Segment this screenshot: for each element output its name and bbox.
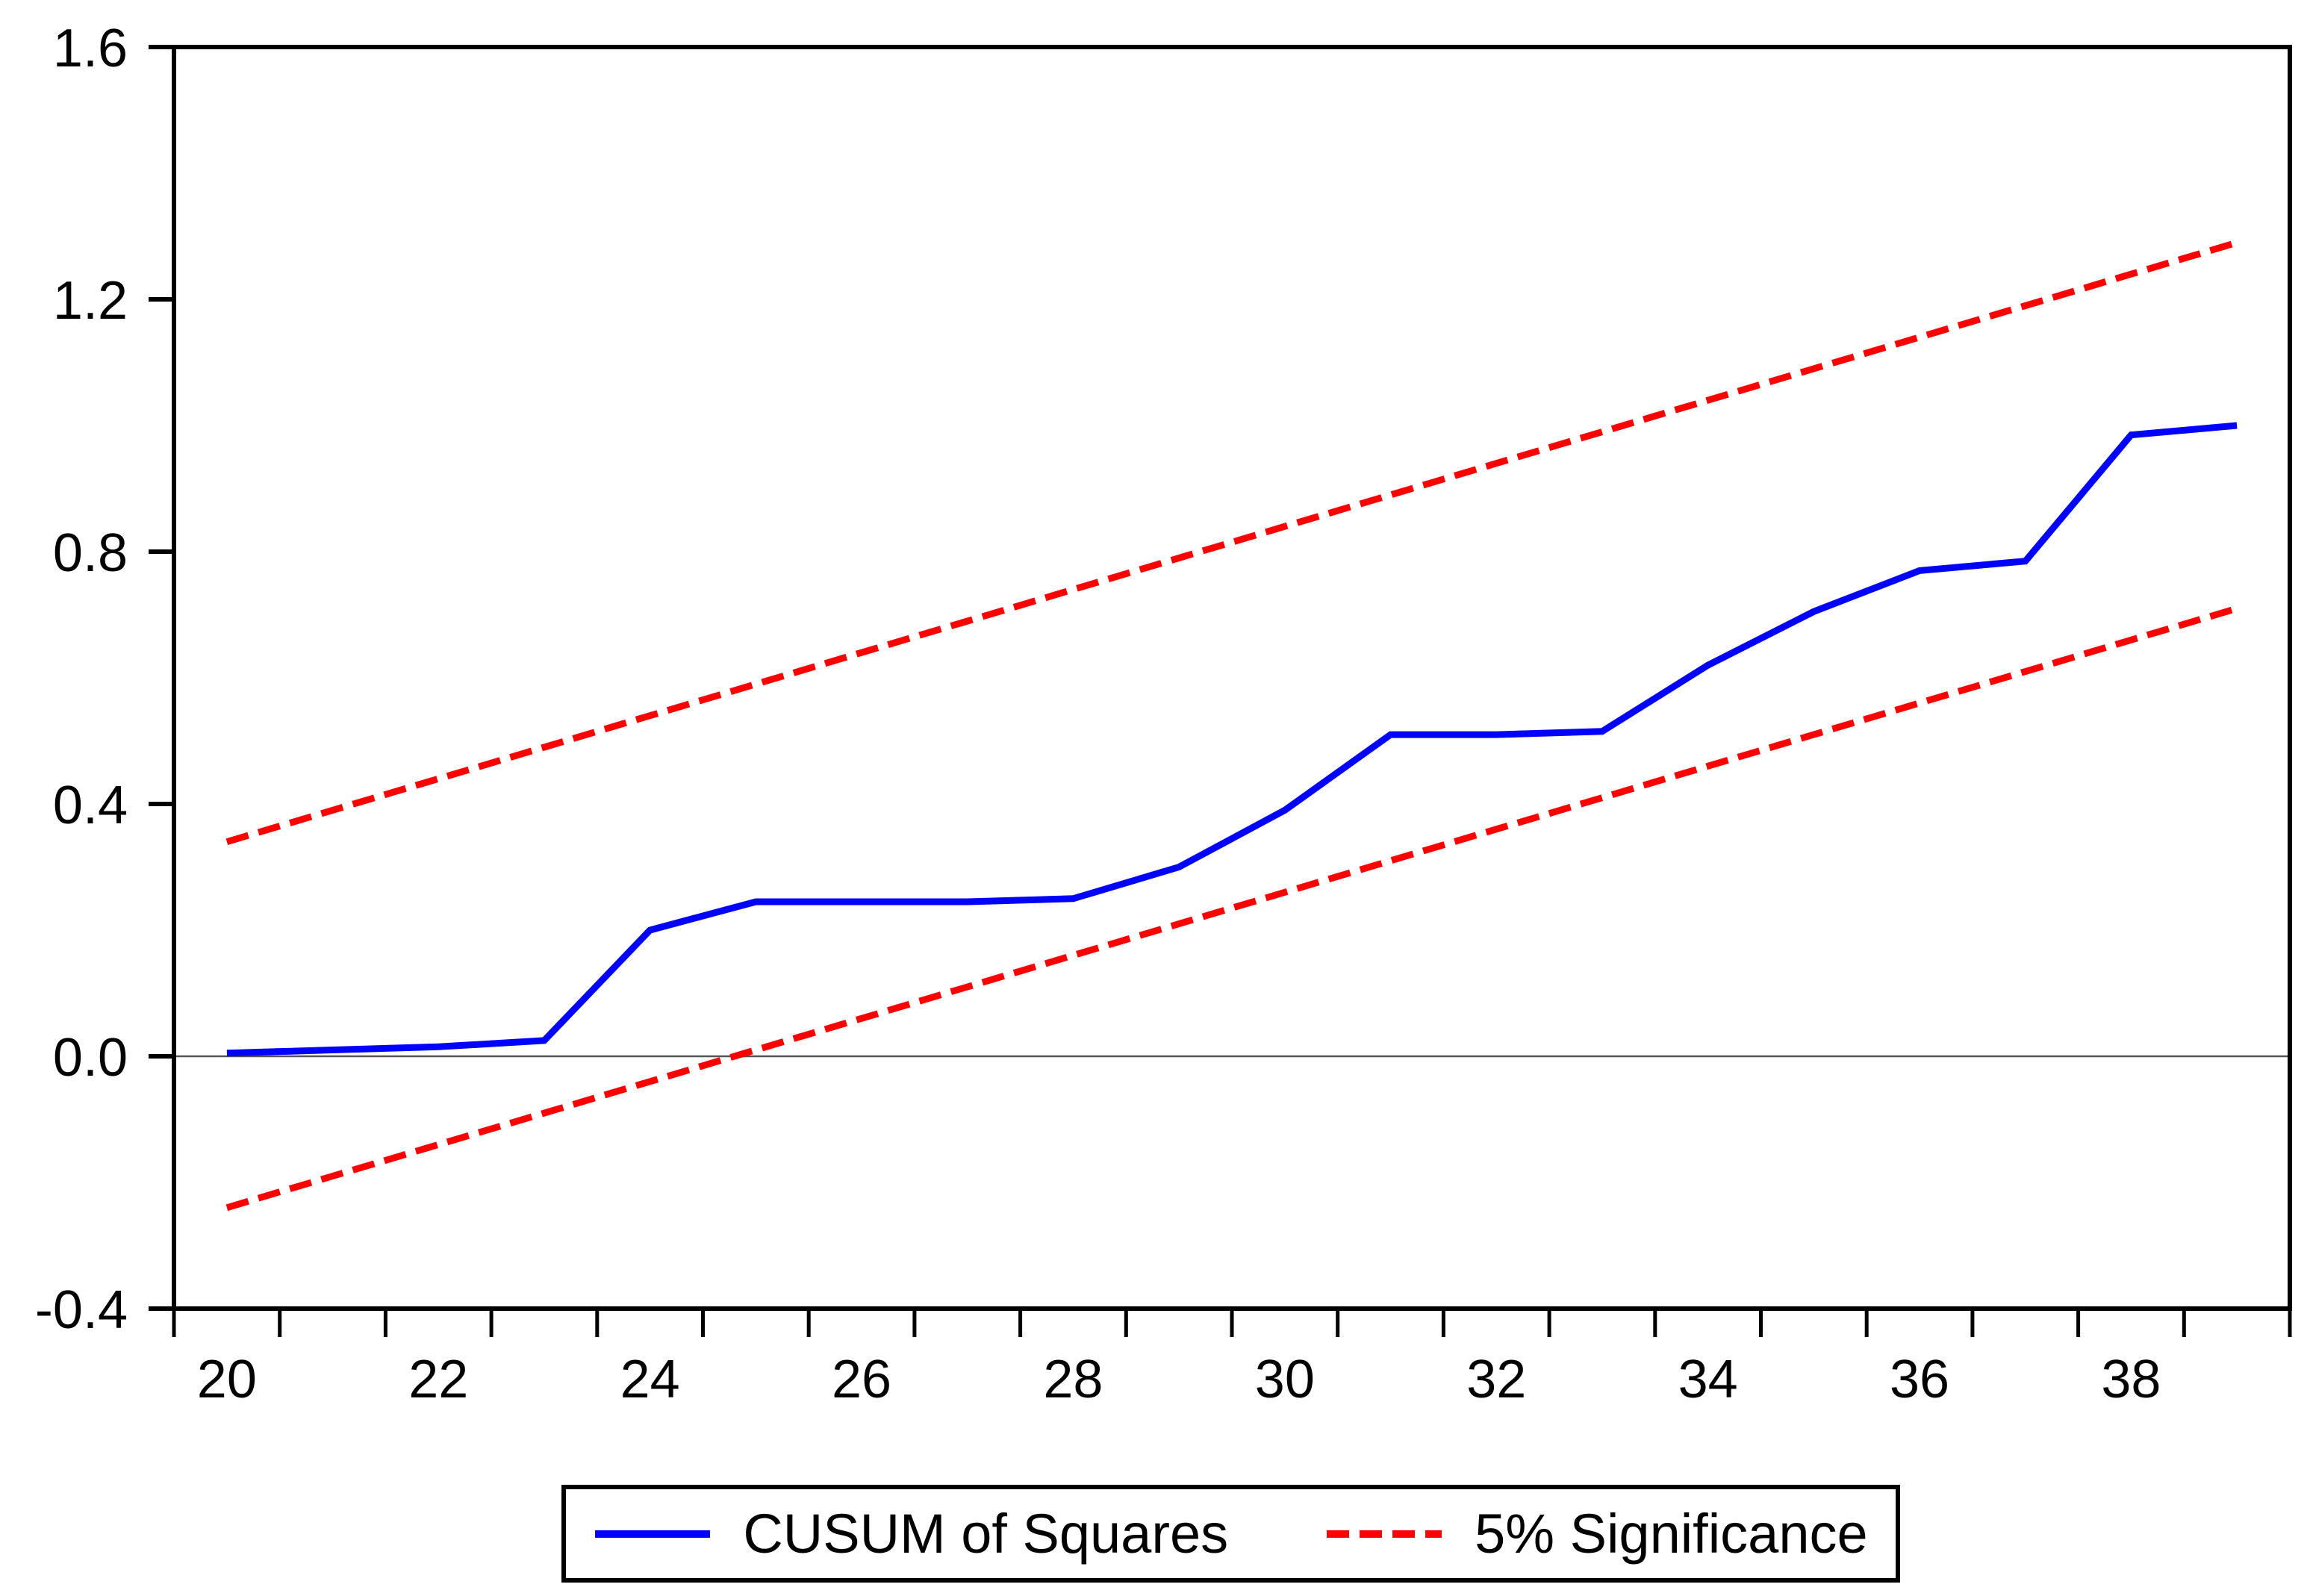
legend-box: CUSUM of Squares 5% Significance (561, 1485, 1900, 1583)
x-axis-tick-label: 20 (197, 1350, 257, 1409)
y-axis-tick-label: 0.8 (53, 523, 128, 583)
legend-dashed-line-sample (1325, 1526, 1443, 1542)
legend-label-5pct-significance: 5% Significance (1475, 1502, 1868, 1565)
x-axis-tick-label: 36 (1890, 1350, 1949, 1409)
y-axis-tick-label: 1.2 (53, 271, 128, 331)
x-axis-tick-label: 32 (1466, 1350, 1526, 1409)
series-line-cusum-of-squares (226, 422, 2238, 1057)
cusum-line-swatch (595, 1530, 711, 1538)
y-axis-tick-label: 0.0 (53, 1028, 128, 1088)
significance-line-swatch (1327, 1530, 1442, 1538)
x-axis-tick-label: 34 (1678, 1350, 1738, 1409)
x-axis-tick-label: 30 (1255, 1350, 1315, 1409)
y-axis-tick-label: 0.4 (53, 776, 128, 835)
legend-label-cusum-of-squares: CUSUM of Squares (743, 1502, 1229, 1565)
x-axis-tick-label: 28 (1043, 1350, 1103, 1409)
x-axis-tick-label: 24 (620, 1350, 680, 1409)
legend-solid-line-sample (594, 1526, 712, 1542)
x-axis-tick-label: 22 (408, 1350, 468, 1409)
y-axis-tick-label: -0.4 (35, 1280, 128, 1340)
series-line-lower-5pct-bound (225, 605, 2238, 1212)
plot-frame (172, 45, 2292, 1311)
y-axis-tick-label: 1.6 (53, 19, 128, 78)
series-line-upper-5pct-bound (225, 239, 2238, 846)
x-axis-tick-label: 38 (2101, 1350, 2161, 1409)
x-axis-tick-label: 26 (832, 1350, 891, 1409)
